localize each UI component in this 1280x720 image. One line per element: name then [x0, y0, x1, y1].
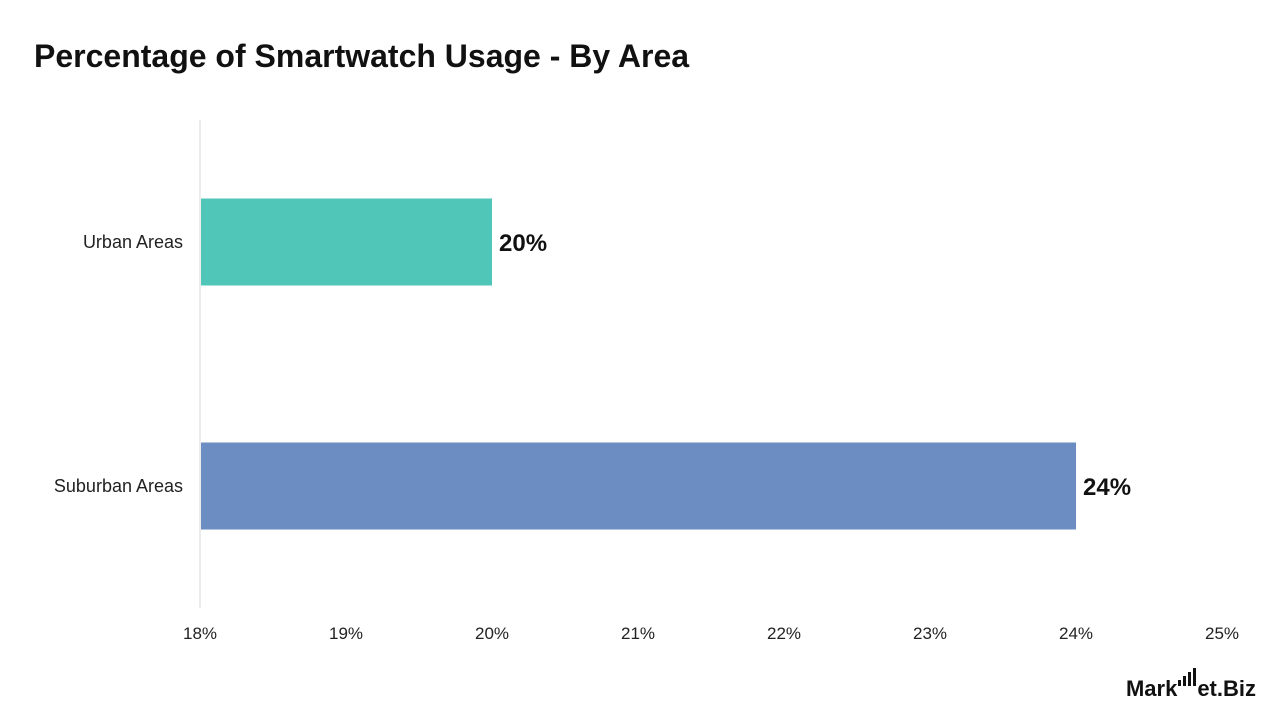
bar-urban-areas: [201, 198, 492, 286]
x-tick-label: 23%: [913, 624, 947, 643]
x-tick-label: 18%: [183, 624, 217, 643]
logo-bars-icon: [1178, 668, 1197, 686]
chart-title: Percentage of Smartwatch Usage - By Area: [34, 38, 690, 74]
x-tick-label: 22%: [767, 624, 801, 643]
category-label: Suburban Areas: [54, 476, 183, 496]
x-tick-label: 24%: [1059, 624, 1093, 643]
data-label: 20%: [499, 230, 547, 257]
x-tick-label: 25%: [1205, 624, 1239, 643]
logo-text-left: Mark: [1125, 676, 1178, 701]
bar-suburban-areas: [201, 442, 1076, 530]
category-label: Urban Areas: [83, 232, 183, 252]
brand-logo: Mark et.Biz: [1126, 668, 1256, 702]
x-tick-label: 21%: [621, 624, 655, 643]
data-label: 24%: [1083, 474, 1131, 501]
x-tick-label: 19%: [329, 624, 363, 643]
logo-text-right: et.Biz: [1197, 676, 1256, 701]
x-tick-label: 20%: [475, 624, 509, 643]
